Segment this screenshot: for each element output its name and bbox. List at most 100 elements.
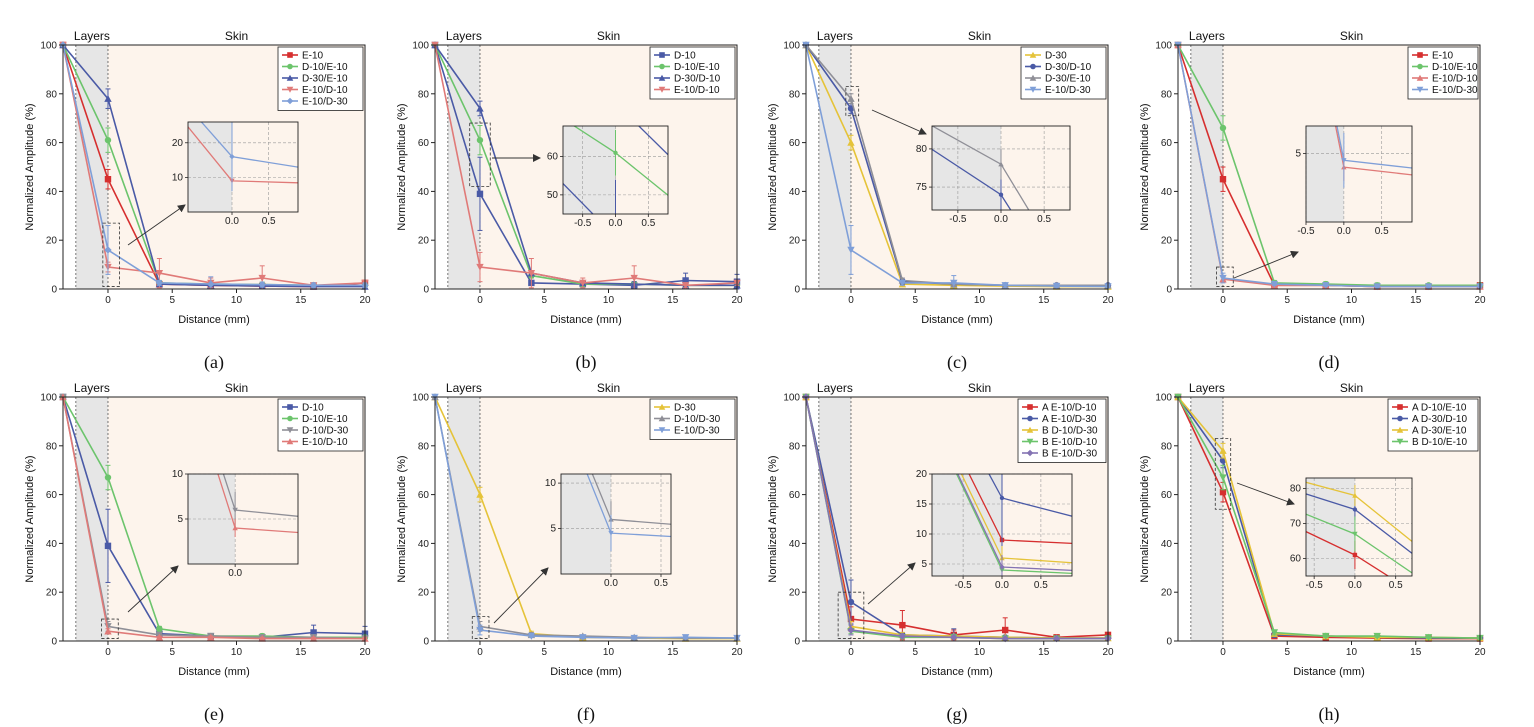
inset-layers-region: [1306, 126, 1344, 222]
legend: D-10D-10/E-10D-10/D-30E-10/D-10: [277, 398, 364, 452]
inset-x-tick-label: 0.5: [654, 578, 668, 589]
inset-x-tick-label: 0.0: [1348, 580, 1362, 591]
panel-label: (c): [947, 352, 967, 373]
data-point-triangle-down: [1029, 86, 1037, 93]
inset-layers-region: [1306, 478, 1355, 576]
data-point-square: [104, 542, 112, 550]
x-tick-label: 20: [1474, 295, 1486, 306]
plot-frame: [805, 396, 1109, 642]
panel-label: (h): [1319, 704, 1340, 725]
plot-frame: [434, 396, 738, 642]
legend-entry-label: B E-10/D-10: [1042, 437, 1097, 448]
data-point-circle: [156, 625, 163, 632]
chart-panel-a: Layers Skin 0 5 10 15 20 0 20 40 60 80 100 Distance (…: [24, 29, 371, 373]
data-point-triangle-down: [1026, 438, 1034, 445]
x-axis-title: Distance (mm): [550, 666, 622, 678]
y-tick-label: 80: [1161, 441, 1173, 452]
legend-entry-label: B E-10/D-30: [1042, 449, 1097, 460]
data-point-diamond: [898, 632, 907, 640]
data-point-square: [1219, 488, 1227, 496]
data-point-triangle-down: [476, 626, 484, 634]
skin-region-label: Skin: [225, 29, 248, 43]
legend-entry-label: E-10: [1432, 51, 1454, 62]
legend: A E-10/D-10A E-10/D-30B D-10/D-30B E-10/…: [1017, 398, 1107, 463]
chart-panel-d: Layers Skin 0 5 10 15 20 0 20 40 60 80 100 Distance (…: [1139, 29, 1486, 373]
inset-layers-region: [563, 126, 616, 214]
data-point-triangle-down: [1373, 283, 1381, 291]
data-point-circle: [1219, 124, 1227, 132]
skin-region-label: Skin: [968, 29, 991, 43]
legend-entry-label: A E-10/D-30: [1042, 414, 1097, 425]
inset-plot: -0.5 0.0 0.5 5 10 15 20: [916, 469, 1073, 591]
x-tick-label: 5: [541, 295, 547, 306]
zoom-region-box: [1216, 266, 1234, 287]
data-point-triangle-down: [1396, 438, 1404, 445]
data-point-triangle-down: [630, 274, 638, 282]
data-point-triangle-down: [579, 634, 587, 642]
data-point-circle: [1027, 415, 1033, 422]
inset-layers-region: [932, 126, 1001, 210]
x-tick-label: 0: [105, 295, 111, 306]
legend-entry-label: E-10/D-30: [302, 97, 348, 108]
inset-skin-region: [615, 126, 668, 214]
data-point-diamond: [309, 281, 318, 290]
legend-entry-label: B D-10/D-30: [1042, 426, 1098, 437]
inset-y-tick-label: 60: [1290, 554, 1302, 565]
x-tick-label: 10: [1346, 647, 1358, 658]
panel-label: (b): [576, 352, 597, 373]
x-tick-label: 5: [912, 647, 918, 658]
data-point-triangle: [207, 633, 215, 641]
inset-frame: [560, 473, 672, 575]
y-tick-label: 60: [418, 490, 430, 501]
data-point-diamond: [207, 280, 215, 288]
legend-entry-label: A D-10/E-10: [1412, 403, 1467, 414]
data-point-diamond: [1052, 634, 1061, 643]
data-point-triangle-down: [286, 86, 294, 93]
outer-gap-region: [435, 397, 448, 641]
x-tick-label: 5: [169, 647, 175, 658]
data-point-triangle-down: [658, 86, 666, 93]
legend-entry-label: D-10/E-10: [1432, 62, 1478, 73]
data-point-square: [1352, 552, 1358, 558]
y-tick-label: 80: [789, 89, 801, 100]
y-axis-title: Normalized Amplitude (%): [24, 455, 36, 582]
legend-entry-label: E-10/D-10: [302, 85, 348, 96]
legend: E-10D-10/E-10E-10/D-10E-10/D-30: [1407, 46, 1479, 100]
inset-series-group: [1306, 481, 1412, 576]
legend-entry-label: D-30/E-10: [302, 74, 348, 85]
legend: E-10D-10/E-10D-30/E-10E-10/D-10E-10/D-30: [277, 46, 364, 111]
data-point-triangle-down: [155, 269, 164, 277]
y-tick-label: 0: [51, 637, 57, 648]
x-tick-label: 15: [295, 647, 307, 658]
y-tick-label: 80: [789, 441, 801, 452]
data-point-triangle: [1352, 492, 1358, 498]
data-point-triangle: [104, 94, 112, 102]
data-point-diamond: [229, 153, 235, 160]
y-tick-label: 100: [783, 393, 800, 404]
zoom-arrow: [493, 567, 549, 624]
x-tick-label: 10: [231, 647, 243, 658]
y-tick-label: 40: [789, 539, 801, 550]
legend-entry-label: E-10/D-10: [674, 85, 720, 96]
inset-x-tick-label: 0.0: [1337, 226, 1351, 237]
x-tick-label: 20: [731, 647, 743, 658]
zoom-arrow: [1236, 482, 1295, 506]
zoom-arrow: [127, 204, 186, 246]
legend: D-10D-10/E-10D-30/D-10E-10/D-10: [649, 46, 736, 100]
x-tick-label: 10: [974, 647, 986, 658]
x-tick-label: 20: [359, 647, 371, 658]
legend-entry-label: A D-30/D-10: [1412, 414, 1467, 425]
panel-label: (d): [1319, 352, 1340, 373]
y-tick-label: 60: [46, 490, 58, 501]
x-tick-label: 20: [731, 295, 743, 306]
chart-panel-c: Layers Skin 0 5 10 15 20 0 20 40 60 80 100 Distance (…: [767, 29, 1114, 373]
inset-layers-region: [188, 122, 232, 212]
data-point-triangle-down: [1424, 283, 1433, 291]
data-point-triangle: [1416, 74, 1424, 81]
data-point-triangle-down: [613, 350, 618, 355]
zoom-arrow: [127, 565, 179, 613]
data-point-triangle-down: [950, 279, 958, 287]
data-point-square: [287, 52, 293, 58]
data-point-circle: [1030, 63, 1036, 70]
data-point-square: [310, 629, 317, 636]
